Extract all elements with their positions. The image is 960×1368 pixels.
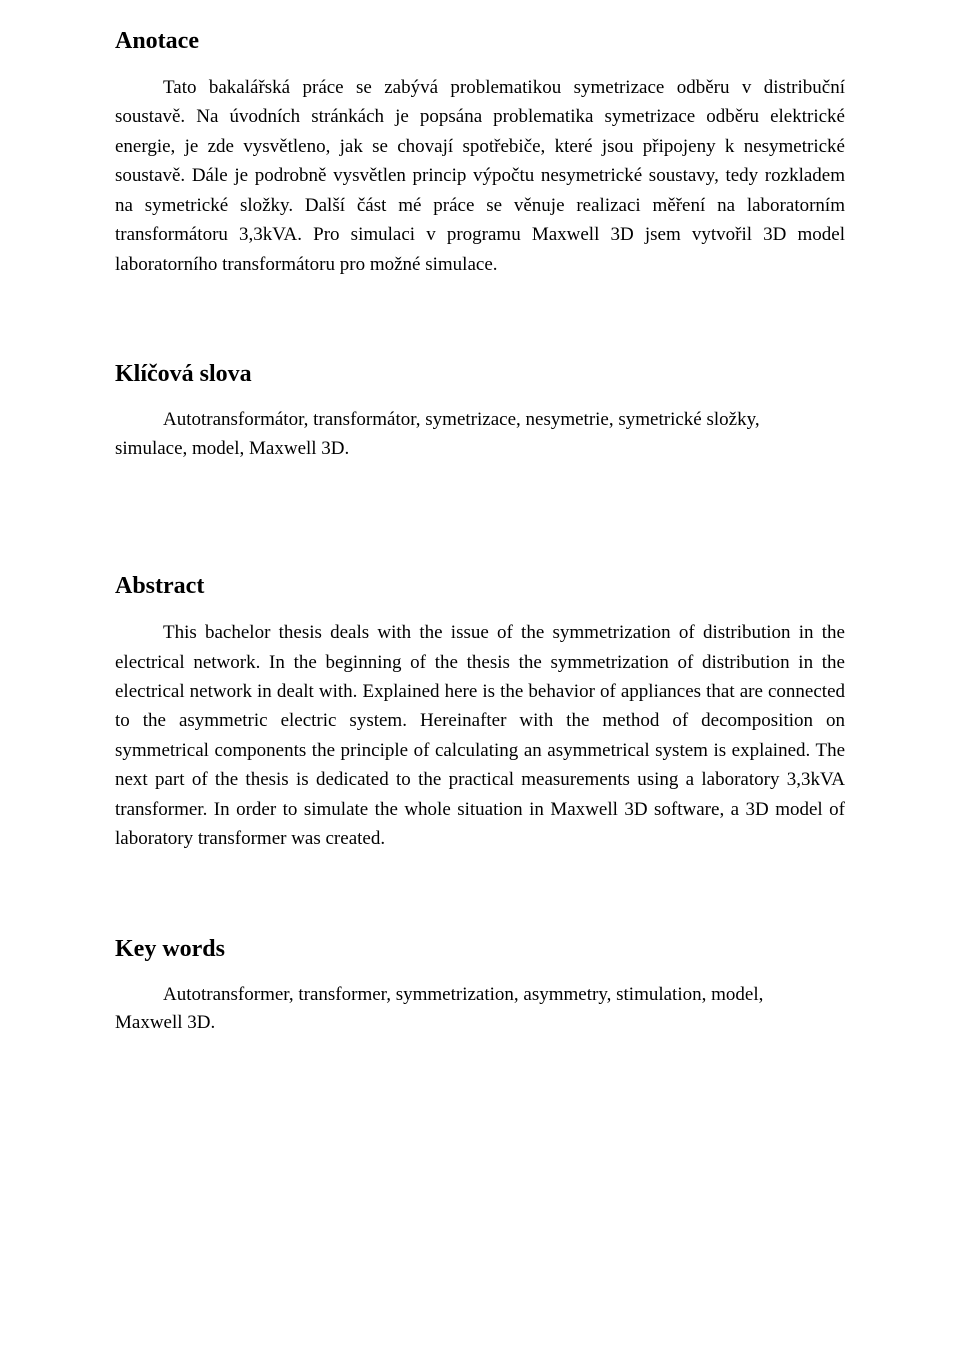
keywords-cz: Autotransformátor, transformátor, symetr… — [115, 406, 845, 463]
paragraph-anotace: Tato bakalářská práce se zabývá problema… — [115, 73, 845, 279]
heading-key-words: Key words — [115, 936, 845, 963]
keywords-en-line2: Maxwell 3D. — [115, 1012, 215, 1033]
spacer — [115, 463, 845, 573]
paragraph-abstract: This bachelor thesis deals with the issu… — [115, 618, 845, 854]
keywords-en: Autotransformer, transformer, symmetriza… — [115, 981, 845, 1038]
spacer — [115, 289, 845, 361]
spacer — [115, 864, 845, 936]
heading-klicova-slova: Klíčová slova — [115, 361, 845, 388]
heading-abstract: Abstract — [115, 573, 845, 600]
keywords-en-line1: Autotransformer, transformer, symmetriza… — [115, 981, 845, 1010]
document-page: Anotace Tato bakalářská práce se zabývá … — [0, 0, 960, 1368]
keywords-cz-line2: simulace, model, Maxwell 3D. — [115, 438, 349, 459]
heading-anotace: Anotace — [115, 28, 845, 55]
keywords-cz-line1: Autotransformátor, transformátor, symetr… — [115, 406, 845, 435]
